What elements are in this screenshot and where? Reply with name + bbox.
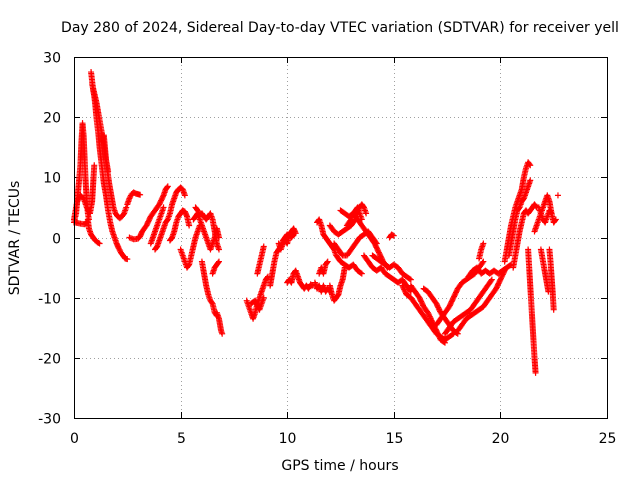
data-point bbox=[440, 339, 447, 346]
data-point bbox=[526, 161, 533, 168]
x-tick-label: 0 bbox=[70, 431, 79, 447]
data-point bbox=[363, 210, 370, 217]
data-point bbox=[358, 270, 365, 277]
data-point bbox=[260, 243, 267, 250]
data-point bbox=[480, 240, 487, 247]
data-point bbox=[181, 192, 188, 199]
x-axis-label: GPS time / hours bbox=[281, 458, 398, 474]
data-point bbox=[164, 183, 171, 190]
data-point bbox=[215, 258, 222, 265]
y-tick-label: 30 bbox=[43, 51, 61, 67]
x-tick-label: 20 bbox=[492, 431, 510, 447]
data-point bbox=[479, 259, 486, 266]
data-point bbox=[160, 204, 167, 211]
data-point bbox=[406, 275, 413, 282]
data-point bbox=[527, 162, 534, 169]
data-point bbox=[390, 232, 397, 239]
grid-lines bbox=[74, 57, 607, 418]
data-point bbox=[186, 222, 193, 229]
data-point bbox=[215, 259, 222, 266]
data-point bbox=[554, 192, 561, 199]
y-tick-label: 0 bbox=[52, 232, 61, 248]
data-point bbox=[105, 168, 112, 175]
data-point bbox=[532, 203, 539, 210]
data-point bbox=[552, 217, 559, 224]
data-point bbox=[159, 193, 166, 200]
data-point bbox=[127, 235, 134, 242]
data-point bbox=[506, 262, 513, 269]
y-tick-label: -30 bbox=[38, 412, 61, 428]
x-tick-label: 10 bbox=[279, 431, 297, 447]
data-points bbox=[71, 69, 561, 376]
data-point bbox=[96, 240, 103, 247]
data-point bbox=[407, 276, 414, 283]
data-point bbox=[260, 294, 267, 301]
data-point bbox=[219, 330, 226, 337]
data-point bbox=[550, 306, 557, 313]
data-point bbox=[441, 339, 448, 346]
x-tick-label: 15 bbox=[386, 431, 404, 447]
data-point bbox=[91, 162, 98, 169]
data-point bbox=[552, 216, 559, 223]
data-point bbox=[488, 277, 495, 284]
data-point bbox=[480, 258, 487, 265]
chart-title: Day 280 of 2024, Sidereal Day-to-day VTE… bbox=[61, 20, 619, 36]
data-point bbox=[532, 369, 539, 376]
x-tick-label: 5 bbox=[177, 431, 186, 447]
axis-ticks: 0 5 10 15 20 25 -30 -20 -10 0 10 20 30 bbox=[38, 51, 616, 448]
y-tick-label: 20 bbox=[43, 111, 61, 127]
data-point bbox=[323, 259, 330, 266]
y-tick-label: -20 bbox=[38, 352, 61, 368]
y-tick-label: -10 bbox=[38, 292, 61, 308]
x-tick-label: 25 bbox=[599, 431, 617, 447]
data-point bbox=[164, 184, 171, 191]
data-point bbox=[123, 204, 130, 211]
y-axis-label: SDTVAR / TECUs bbox=[7, 181, 23, 296]
data-point bbox=[389, 232, 396, 239]
data-point bbox=[292, 230, 299, 237]
data-point bbox=[124, 256, 131, 263]
data-point bbox=[308, 282, 315, 289]
data-point bbox=[488, 276, 495, 283]
data-point bbox=[527, 177, 534, 184]
y-tick-label: 10 bbox=[43, 171, 61, 187]
data-point bbox=[137, 191, 144, 198]
data-point bbox=[95, 239, 102, 246]
data-point bbox=[357, 269, 364, 276]
data-point bbox=[215, 246, 222, 253]
data-point bbox=[324, 258, 331, 265]
plot-frame bbox=[74, 57, 608, 419]
